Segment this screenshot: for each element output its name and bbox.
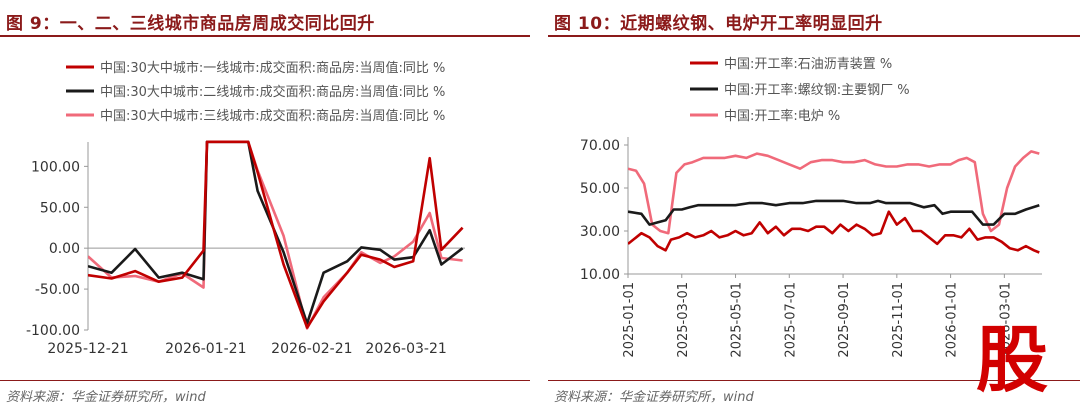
x-tick-label: 2025-09-01 (837, 282, 852, 358)
series-line-2 (628, 199, 1040, 226)
y-tick-label: 30.00 (580, 224, 620, 240)
left-source-note: 资料来源：华金证券研究所，wind (6, 390, 206, 405)
x-tick-label: 2026-01-01 (945, 282, 960, 358)
legend-label-1: 中国:30大中城市:一线城市:成交面积:商品房:当周值:同比 % (100, 60, 445, 76)
y-tick-label: 10.00 (580, 267, 620, 283)
y-tick-label: 50.00 (580, 181, 620, 197)
x-tick-label: 2026-03-21 (365, 341, 446, 357)
x-tick-label: 2025-07-01 (783, 282, 798, 358)
x-tick-label: 2026-02-21 (271, 341, 352, 357)
x-tick-label: 2026-03-01 (998, 282, 1013, 358)
x-tick-label: 2025-05-01 (730, 282, 745, 358)
y-tick-label: 50.00 (40, 200, 80, 216)
left-chart-panel: 图 9：一、二、三线城市商品房周成交同比回升 中国:30大中城市:一线城市:成交… (0, 0, 530, 411)
series-line-1 (628, 210, 1040, 254)
left-chart-title: 图 9：一、二、三线城市商品房周成交同比回升 (6, 14, 375, 34)
right-source-rule (548, 380, 1080, 381)
x-tick-label: 2025-03-01 (676, 282, 691, 358)
legend-label-3: 中国:开工率:电炉 % (724, 108, 840, 124)
right-chart-svg: 中国:开工率:石油沥青装置 % 中国:开工率:螺纹钢:主要钢厂 % 中国:开工率:电… (580, 56, 1042, 358)
right-chart-title: 图 10：近期螺纹钢、电炉开工率明显回升 (554, 14, 883, 34)
x-tick-label: 2026-01-21 (165, 341, 246, 357)
watermark-logo: 股 (975, 318, 1048, 402)
legend-label-1: 中国:开工率:石油沥青装置 % (724, 56, 892, 72)
y-tick-label: 100.00 (31, 159, 80, 175)
series-line-2 (88, 140, 464, 325)
right-source-note: 资料来源：华金证券研究所，wind (554, 390, 754, 405)
series-line-1 (88, 140, 464, 329)
legend-label-2: 中国:30大中城市:二线城市:成交面积:商品房:当周值:同比 % (100, 84, 445, 100)
legend-label-2: 中国:开工率:螺纹钢:主要钢厂 % (724, 82, 910, 98)
legend-label-3: 中国:30大中城市:三线城市:成交面积:商品房:当周值:同比 % (100, 108, 445, 124)
y-tick-label: 0.00 (49, 241, 80, 257)
x-tick-label: 2025-01-01 (622, 282, 637, 358)
series-line-3 (628, 150, 1040, 235)
y-tick-label: -100.00 (26, 323, 80, 339)
left-title-rule (0, 35, 530, 37)
y-tick-label: -50.00 (35, 282, 80, 298)
y-tick-label: 70.00 (580, 138, 620, 154)
x-tick-label: 2025-12-21 (47, 341, 128, 357)
x-tick-label: 2025-11-01 (891, 282, 906, 358)
left-source-rule (0, 380, 530, 381)
left-chart-svg: 中国:30大中城市:一线城市:成交面积:商品房:当周值:同比 % 中国:30大中城… (26, 60, 465, 357)
right-title-rule (548, 35, 1080, 37)
right-chart-panel: 图 10：近期螺纹钢、电炉开工率明显回升 中国:开工率:石油沥青装置 % 中国:开… (548, 0, 1080, 411)
